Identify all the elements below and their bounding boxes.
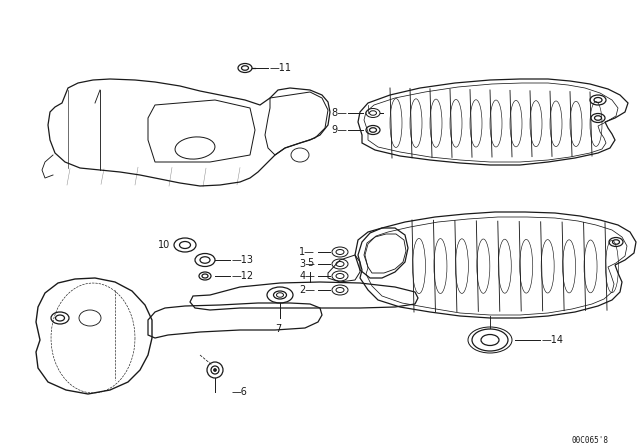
Text: —13: —13	[232, 255, 254, 265]
Text: 00C065'8: 00C065'8	[572, 435, 609, 444]
Text: 1—: 1—	[299, 247, 315, 257]
Text: 10: 10	[157, 240, 170, 250]
Text: 8—: 8—	[331, 108, 347, 118]
Text: —14: —14	[542, 335, 564, 345]
Text: —12: —12	[232, 271, 254, 281]
Text: 2—: 2—	[299, 285, 315, 295]
Text: —11: —11	[270, 63, 292, 73]
Text: 9—: 9—	[331, 125, 347, 135]
Text: 5: 5	[307, 258, 313, 268]
Ellipse shape	[214, 369, 216, 371]
Text: 4—: 4—	[299, 271, 315, 281]
Text: —6: —6	[232, 387, 248, 397]
Text: 3—: 3—	[299, 259, 315, 269]
Text: 7: 7	[275, 324, 281, 334]
